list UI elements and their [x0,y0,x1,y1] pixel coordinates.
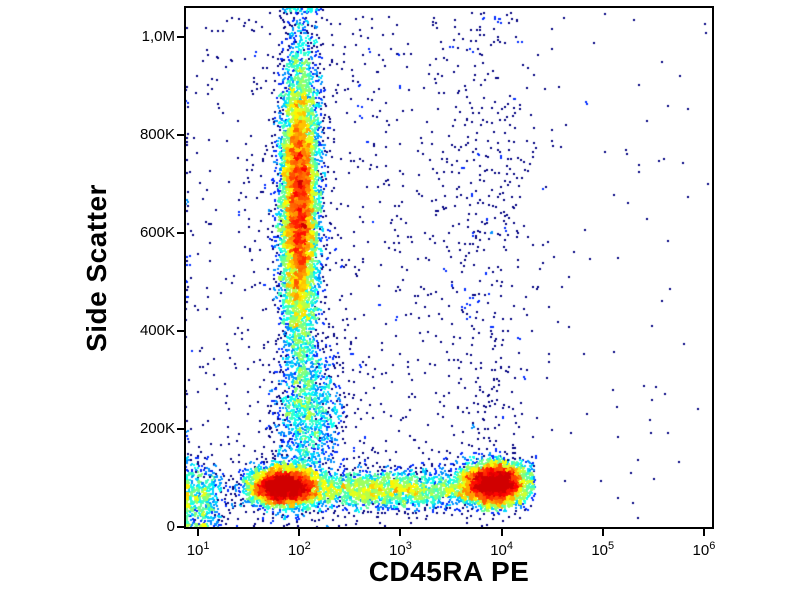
x-tick-label: 102 [287,540,311,559]
x-tick-label: 103 [389,540,412,559]
y-axis-label: Side Scatter [81,184,112,352]
y-tick-mark [177,330,184,333]
y-tick-mark [177,428,184,431]
x-tick-mark [298,529,301,536]
y-tick-label: 0 [166,518,175,535]
y-tick-mark [177,526,184,528]
y-tick-label: 400K [139,322,175,340]
y-tick-mark [177,232,184,235]
x-tick-label: 101 [186,540,210,559]
y-tick-label: 200K [139,420,175,438]
x-tick-label: 105 [591,540,615,559]
x-tick-mark [500,529,503,536]
y-tick-label: 1,0M [141,28,175,46]
x-tick-mark [702,529,705,536]
y-tick-mark [177,134,184,137]
x-tick-label: 106 [692,540,716,559]
density-scatter-canvas [186,8,712,527]
x-tick-label: 104 [490,540,513,559]
x-axis-label: CD45RA PE [368,556,530,587]
plot-frame [184,6,714,529]
x-tick-mark [197,529,200,536]
y-tick-label: 600K [139,224,175,242]
x-tick-mark [399,529,402,536]
y-tick-label: 800K [139,126,175,144]
y-tick-mark [177,36,184,39]
x-tick-mark [601,529,604,536]
